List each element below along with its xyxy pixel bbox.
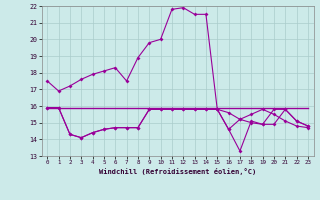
X-axis label: Windchill (Refroidissement éolien,°C): Windchill (Refroidissement éolien,°C) xyxy=(99,168,256,175)
